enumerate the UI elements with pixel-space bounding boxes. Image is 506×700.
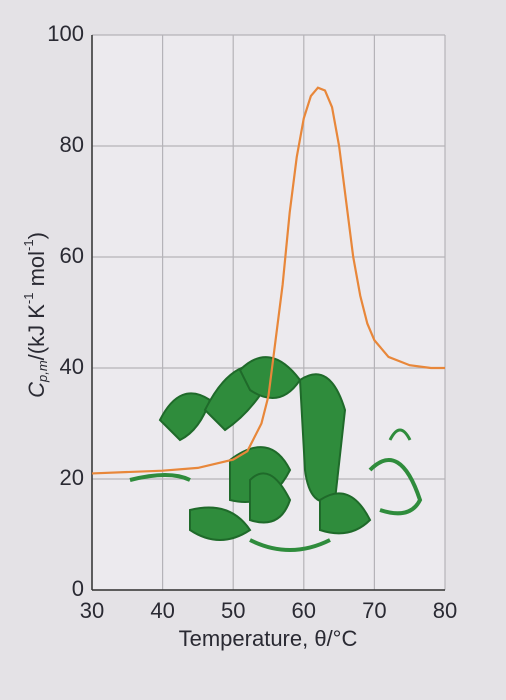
y-axis-label: Cp,m/(kJ K-1 mol-1) — [21, 232, 50, 398]
y-label-part: p,m — [35, 360, 50, 383]
x-tick-label: 80 — [433, 598, 457, 623]
x-tick-label: 40 — [150, 598, 174, 623]
y-tick-label: 0 — [72, 576, 84, 601]
y-label-part: /(kJ K — [24, 304, 49, 361]
y-tick-label: 60 — [60, 243, 84, 268]
y-label-part: ) — [24, 232, 49, 239]
y-label-part: -1 — [21, 239, 36, 251]
x-tick-label: 60 — [292, 598, 316, 623]
y-label-part: C — [24, 382, 49, 398]
protein-illustration — [129, 356, 423, 552]
x-tick-label: 50 — [221, 598, 245, 623]
x-tick-label: 70 — [362, 598, 386, 623]
y-label-part: -1 — [21, 293, 36, 305]
y-tick-label: 80 — [60, 132, 84, 157]
x-axis-label: Temperature, θ/°C — [179, 626, 358, 651]
x-tick-label: 30 — [80, 598, 104, 623]
y-tick-label: 100 — [47, 21, 84, 46]
y-tick-label: 40 — [60, 354, 84, 379]
y-label-part: mol — [24, 251, 49, 293]
data-line — [91, 86, 445, 475]
y-tick-label: 20 — [60, 465, 84, 490]
